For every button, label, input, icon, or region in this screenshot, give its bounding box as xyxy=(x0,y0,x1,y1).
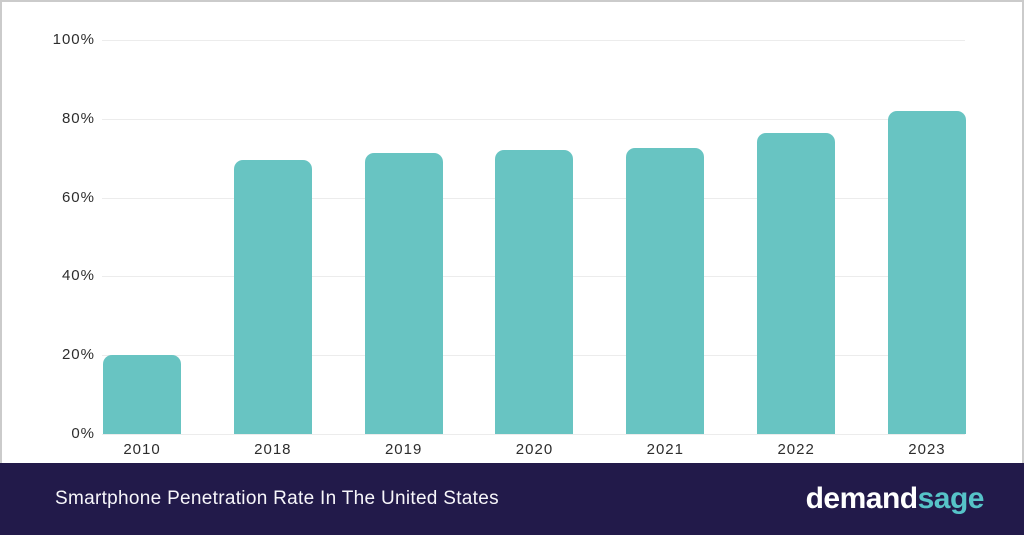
demandsage-logo: demandsage xyxy=(805,482,985,516)
y-tick-label: 0% xyxy=(71,425,95,442)
bar-column-2023: 2023 xyxy=(887,40,966,464)
logo-text-sage: sage xyxy=(917,482,985,515)
bar-2022 xyxy=(757,132,836,434)
bar-2021 xyxy=(626,147,705,434)
y-tick-label: 40% xyxy=(61,267,95,285)
bar-chart: 0% 20% 40% 60% 80% 100% 2010 2018 2019 2020 2021 2… xyxy=(0,0,1024,463)
x-tick-label: 2010 xyxy=(123,441,161,458)
bar-column-2019: 2019 xyxy=(364,40,443,464)
footer-band: Smartphone Penetration Rate In The Unite… xyxy=(0,463,1024,535)
y-tick-label: 100% xyxy=(52,31,95,48)
y-tick-label: 20% xyxy=(61,346,95,364)
bar-2020 xyxy=(495,149,574,434)
bar-2010 xyxy=(103,355,181,434)
bar-column-2020: 2020 xyxy=(495,40,574,464)
x-tick-label: 2018 xyxy=(254,441,292,458)
gridline xyxy=(102,40,965,41)
gridline xyxy=(102,118,965,120)
bars-row: 2010 2018 2019 2020 2021 2022 2023 xyxy=(103,40,966,464)
y-tick-label: 80% xyxy=(61,109,95,127)
bar-2018 xyxy=(233,160,312,434)
bar-2019 xyxy=(364,153,443,434)
x-tick-label: 2021 xyxy=(646,441,684,458)
bar-column-2018: 2018 xyxy=(233,40,312,464)
chart-title: Smartphone Penetration Rate In The Unite… xyxy=(55,488,499,509)
bar-column-2022: 2022 xyxy=(757,40,836,464)
logo-text-demand: demand xyxy=(805,482,919,515)
x-tick-label: 2023 xyxy=(908,441,946,458)
bar-column-2010: 2010 xyxy=(103,40,181,464)
y-tick-label: 60% xyxy=(61,188,95,206)
x-tick-label: 2020 xyxy=(515,441,554,458)
x-tick-label: 2019 xyxy=(384,441,423,458)
gridline xyxy=(102,434,965,435)
bar-2023 xyxy=(887,110,966,434)
bar-column-2021: 2021 xyxy=(626,40,705,464)
x-tick-label: 2022 xyxy=(777,441,815,458)
